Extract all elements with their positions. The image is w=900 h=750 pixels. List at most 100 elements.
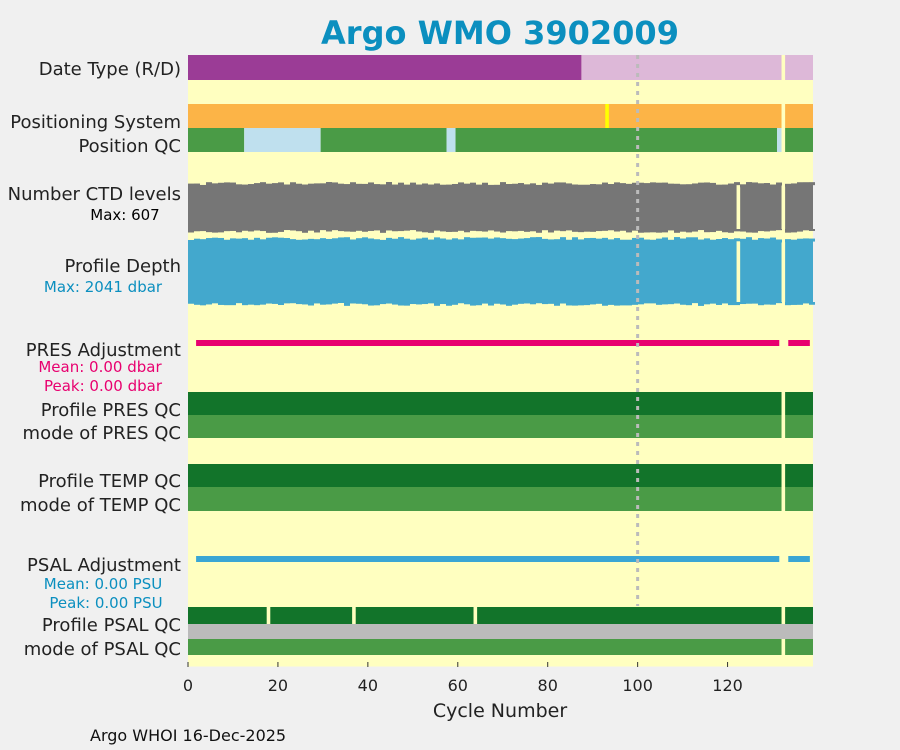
ctd_levels-edge [392,184,398,188]
profile_depth-edge [668,302,674,305]
ctd_levels-edge [674,229,680,233]
ctd_levels-edge [278,229,284,232]
row-mode_psal_qc [188,639,813,655]
profile_depth-edge [488,238,494,242]
profile_depth-edge [572,237,578,241]
ctd_levels-edge [266,183,272,187]
row-peak-psal_adjustment: Peak: 0.00 PSU [49,594,162,612]
row-label-profile_depth: Profile Depth [64,256,181,277]
profile_depth-edge [524,238,530,242]
profile_depth-edge [560,302,566,304]
profile_depth-edge [662,237,668,241]
profile_depth-edge [650,239,656,243]
ctd_levels-edge [374,184,380,188]
ctd_levels-edge [596,184,602,188]
profile_depth-edge [236,302,242,304]
ctd_levels-edge [668,229,674,231]
profile_depth-edge [488,302,494,306]
profile_depth-edge [791,302,797,305]
ctd_levels-segment [188,185,737,229]
profile_depth-edge [392,302,398,305]
ctd_levels-edge [374,229,380,231]
ctd_levels-edge [752,182,758,186]
profile_depth-edge [578,239,584,243]
profile_depth-edge [536,237,542,241]
profile_depth-edge [758,302,764,306]
ctd_levels-edge [776,182,782,186]
mode_pres_qc-segment [785,415,813,438]
ctd_levels-edge [350,229,356,232]
positioning_system-segment [605,104,609,128]
profile_depth-edge [785,239,791,243]
ctd_levels-edge [644,229,650,233]
profile_depth-edge [518,302,524,304]
ctd_levels-edge [734,182,740,186]
ctd_levels-edge [530,183,536,187]
ctd_levels-edge [452,183,458,187]
profile_depth-edge [242,302,248,306]
profile_depth-edge [482,302,488,304]
profile_depth-edge [260,239,266,243]
ctd_levels-edge [548,229,554,233]
profile_depth-edge [620,302,626,306]
ctd_levels-edge [710,229,716,233]
ctd_levels-edge [797,182,803,186]
profile_depth-edge [770,302,776,305]
ctd_levels-edge [398,229,404,232]
profile_depth-edge [422,237,428,241]
row-pres_adjustment [196,340,810,346]
profile_depth-edge [320,238,326,242]
mode_psal_qc-segment [188,639,782,655]
profile_depth-edge [584,238,590,242]
ctd_levels-edge [770,184,776,188]
ctd_levels-edge [764,229,770,232]
profile_depth-edge [422,302,428,305]
ctd_levels-edge [458,229,464,231]
profile_depth-edge [452,238,458,242]
ctd_levels-edge [614,182,620,186]
profile_depth-edge [368,238,374,242]
profile_depth-edge [464,237,470,241]
profile_depth-edge [758,238,764,242]
profile_depth-edge [194,302,200,305]
profile_depth-edge [212,302,218,304]
ctd_levels-edge [464,183,470,187]
profile_depth-edge [242,238,248,242]
ctd_levels-edge [200,229,206,232]
ctd_levels-edge [446,184,452,188]
profile_depth-edge [578,302,584,306]
x-tick-label: 100 [622,676,653,695]
profile_depth-edge [584,302,590,306]
ctd_levels-edge [692,183,698,187]
profile_depth-edge [692,237,698,241]
profile_depth-edge [680,302,686,305]
ctd_levels-edge [410,229,416,231]
ctd_levels-edge [206,182,212,186]
ctd_levels-edge [380,229,386,233]
profile_depth-edge [350,239,356,243]
profile_depth-edge [218,237,224,241]
ctd_levels-edge [242,184,248,188]
pres_adjustment-segment [196,340,780,346]
ctd_levels-edge [218,182,224,186]
ctd_levels-edge [386,182,392,186]
profile_depth-edge [302,239,308,243]
ctd_levels-edge [548,183,554,187]
profile_pres_qc-segment [785,392,813,415]
profile_depth-edge [380,302,386,305]
pres_adjustment-segment [788,340,810,346]
ctd_levels-edge [230,182,236,186]
profile_depth-edge [368,302,374,306]
x-tick-label: 20 [268,676,288,695]
profile_depth-segment [188,240,737,302]
ctd_levels-edge [536,229,542,233]
profile_depth-edge [224,302,230,306]
profile_depth-edge [710,239,716,243]
profile_depth-edge [266,237,272,241]
ctd_levels-edge [410,182,416,186]
row-label-psal_adjustment: PSAL Adjustment [27,555,181,576]
ctd_levels-edge [542,182,548,186]
ctd_levels-edge [809,229,815,231]
row-label-mode_psal_qc: mode of PSAL QC [24,639,181,660]
profile_depth-edge [602,237,608,241]
